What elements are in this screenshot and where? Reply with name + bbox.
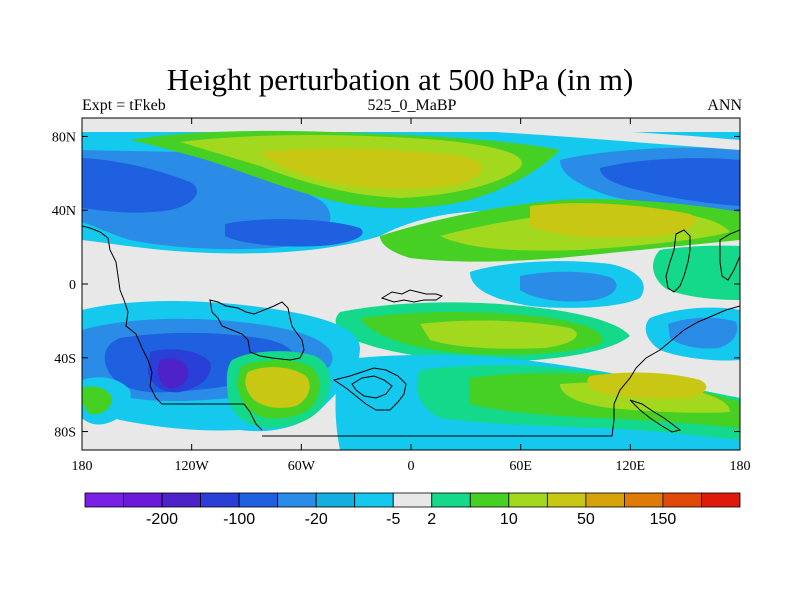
colorbar-label: -100	[223, 511, 255, 528]
lat-tick-label: 40S	[54, 352, 76, 367]
colorbar-swatch	[238, 492, 279, 508]
colorbar-label: -20	[305, 511, 328, 528]
contour-band	[653, 245, 740, 300]
colorbar-swatch	[469, 492, 510, 508]
colorbar-labels: -200 -100 -20 -5 2 10 50 150	[146, 511, 676, 528]
contour-band	[520, 271, 617, 302]
contour-band	[82, 158, 198, 213]
colorbar-swatch	[662, 492, 702, 508]
colorbar-label: 2	[427, 511, 436, 528]
period-label: 525_0_MaBP	[367, 97, 457, 114]
contour-bands	[82, 122, 740, 450]
colorbar-swatch	[161, 492, 201, 508]
colorbar-label: -200	[146, 511, 178, 528]
colorbar-swatch	[315, 492, 356, 508]
experiment-label: Expt = tFkeb	[82, 97, 166, 114]
colorbar-swatch	[508, 492, 548, 508]
lon-tick-label: 180	[72, 459, 93, 474]
contour-band	[158, 358, 189, 389]
coastlines	[82, 225, 740, 437]
season-label: ANN	[707, 97, 742, 114]
lon-tick-label: 0	[408, 459, 415, 474]
colorbar-label: 50	[577, 511, 595, 528]
contour-field	[82, 118, 740, 450]
lat-tick-label: 80N	[52, 130, 76, 145]
contour-band	[587, 372, 707, 399]
lon-tick-label: 60E	[509, 459, 532, 474]
colorbar-swatch	[277, 492, 317, 508]
contour-band	[82, 386, 112, 415]
lon-tick-label: 180	[730, 459, 751, 474]
contour-band	[668, 317, 738, 349]
coastline	[262, 305, 740, 437]
contour-band	[600, 158, 740, 206]
colorbar-swatch	[624, 492, 664, 508]
colorbar-swatch	[84, 492, 124, 508]
colorbar	[84, 492, 741, 508]
colorbar-swatch	[546, 492, 587, 508]
contour-band	[225, 219, 363, 247]
colorbar-swatch	[431, 492, 471, 508]
colorbar-swatch	[123, 492, 163, 508]
colorbar-swatch	[354, 492, 394, 508]
axis-ticks	[81, 118, 741, 450]
lat-tick-label: 80S	[54, 426, 76, 441]
colorbar-label: -5	[386, 511, 400, 528]
colorbar-label: 150	[650, 511, 677, 528]
coastline	[665, 229, 691, 293]
coastline	[719, 229, 740, 281]
colorbar-swatch	[585, 492, 625, 508]
coastline	[82, 225, 263, 431]
coastline	[629, 399, 682, 433]
map-title: Height perturbation at 500 hPa (in m)	[166, 62, 634, 97]
contour-band	[260, 148, 483, 190]
coastline	[380, 289, 444, 303]
contour-band	[82, 122, 740, 150]
colorbar-swatch	[200, 492, 240, 508]
lon-tick-label: 120W	[175, 459, 210, 474]
contour-band	[245, 367, 310, 408]
contour-band	[420, 320, 577, 349]
coastline	[209, 299, 305, 361]
coastline	[332, 367, 407, 411]
lat-tick-label: 40N	[52, 204, 76, 219]
colorbar-swatch	[392, 492, 433, 508]
coastline	[351, 375, 393, 399]
lat-tick-label: 0	[69, 278, 76, 293]
colorbar-label: 10	[500, 511, 518, 528]
axis-tick-labels: 80N 40N 0 40S 80S 180 120W 60W 0 60E 120E 180	[52, 130, 751, 474]
lon-tick-label: 120E	[616, 459, 646, 474]
colorbar-swatch	[701, 492, 741, 508]
lon-tick-label: 60W	[288, 459, 316, 474]
contour-band	[530, 203, 696, 238]
